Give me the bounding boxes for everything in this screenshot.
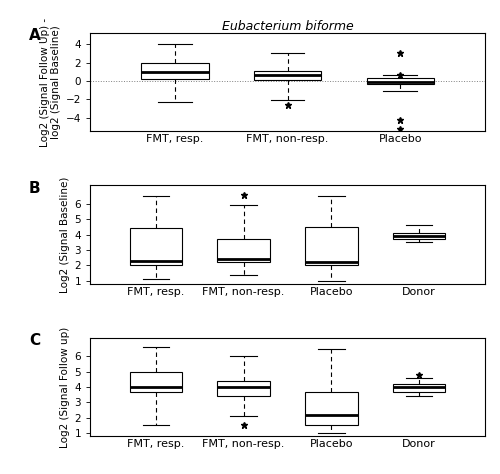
PathPatch shape [218,381,270,396]
Y-axis label: Log2 (Signal Follow up): Log2 (Signal Follow up) [60,326,70,447]
PathPatch shape [305,227,358,265]
Y-axis label: Log2 (Signal Follow Up) -
log2 (Signal Baseline): Log2 (Signal Follow Up) - log2 (Signal B… [40,18,62,147]
Text: C: C [29,333,40,348]
PathPatch shape [130,228,182,265]
Text: A: A [29,28,40,43]
PathPatch shape [218,239,270,262]
PathPatch shape [130,372,182,392]
Y-axis label: Log2 (Signal Baseline): Log2 (Signal Baseline) [60,176,70,293]
Title: Eubacterium biforme: Eubacterium biforme [222,20,354,33]
PathPatch shape [305,392,358,425]
PathPatch shape [254,71,322,80]
PathPatch shape [393,384,446,392]
PathPatch shape [393,233,446,239]
PathPatch shape [141,64,208,79]
PathPatch shape [366,78,434,84]
Text: B: B [29,181,40,196]
